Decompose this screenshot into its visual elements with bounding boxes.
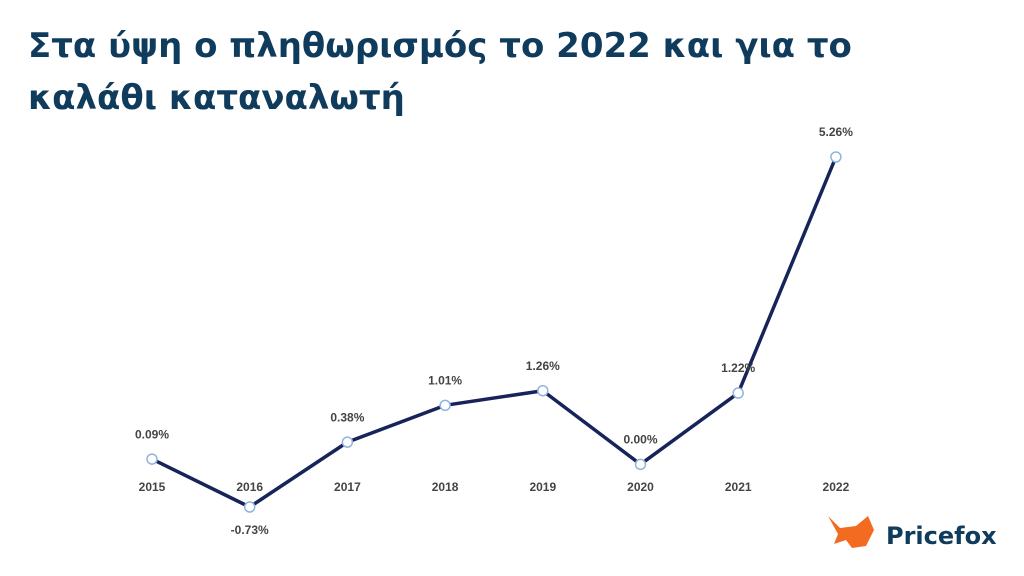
x-tick-label: 2016 [236, 480, 263, 494]
logo-icon [828, 516, 874, 548]
marker [439, 399, 451, 412]
x-tick-label: 2017 [334, 480, 361, 494]
marker [634, 458, 647, 471]
data-label: 1.01% [428, 374, 462, 388]
marker [537, 384, 549, 397]
brand-name: Pricefox [886, 522, 997, 550]
marker [732, 387, 744, 399]
marker [243, 501, 256, 513]
x-tick-label: 2022 [823, 480, 850, 494]
x-tick-label: 2020 [627, 480, 654, 494]
chart-title: Στα ύψη ο πληθωρισμός το 2022 και για το… [28, 26, 852, 118]
data-label: 0.00% [623, 433, 657, 447]
data-label: 0.09% [135, 427, 169, 441]
marker [146, 453, 158, 465]
x-tick-label: 2018 [432, 480, 459, 494]
data-label: 5.26% [819, 125, 853, 139]
x-tick-label: 2015 [139, 480, 166, 494]
x-tick-label: 2021 [725, 480, 752, 494]
marker [830, 151, 842, 163]
x-tick-label: 2019 [529, 480, 556, 494]
marker [341, 436, 354, 448]
data-label: 1.22% [721, 361, 755, 375]
data-label: 0.38% [330, 410, 364, 424]
data-label: 1.26% [526, 359, 560, 373]
line [151, 156, 838, 509]
data-label: -0.73% [231, 523, 269, 537]
